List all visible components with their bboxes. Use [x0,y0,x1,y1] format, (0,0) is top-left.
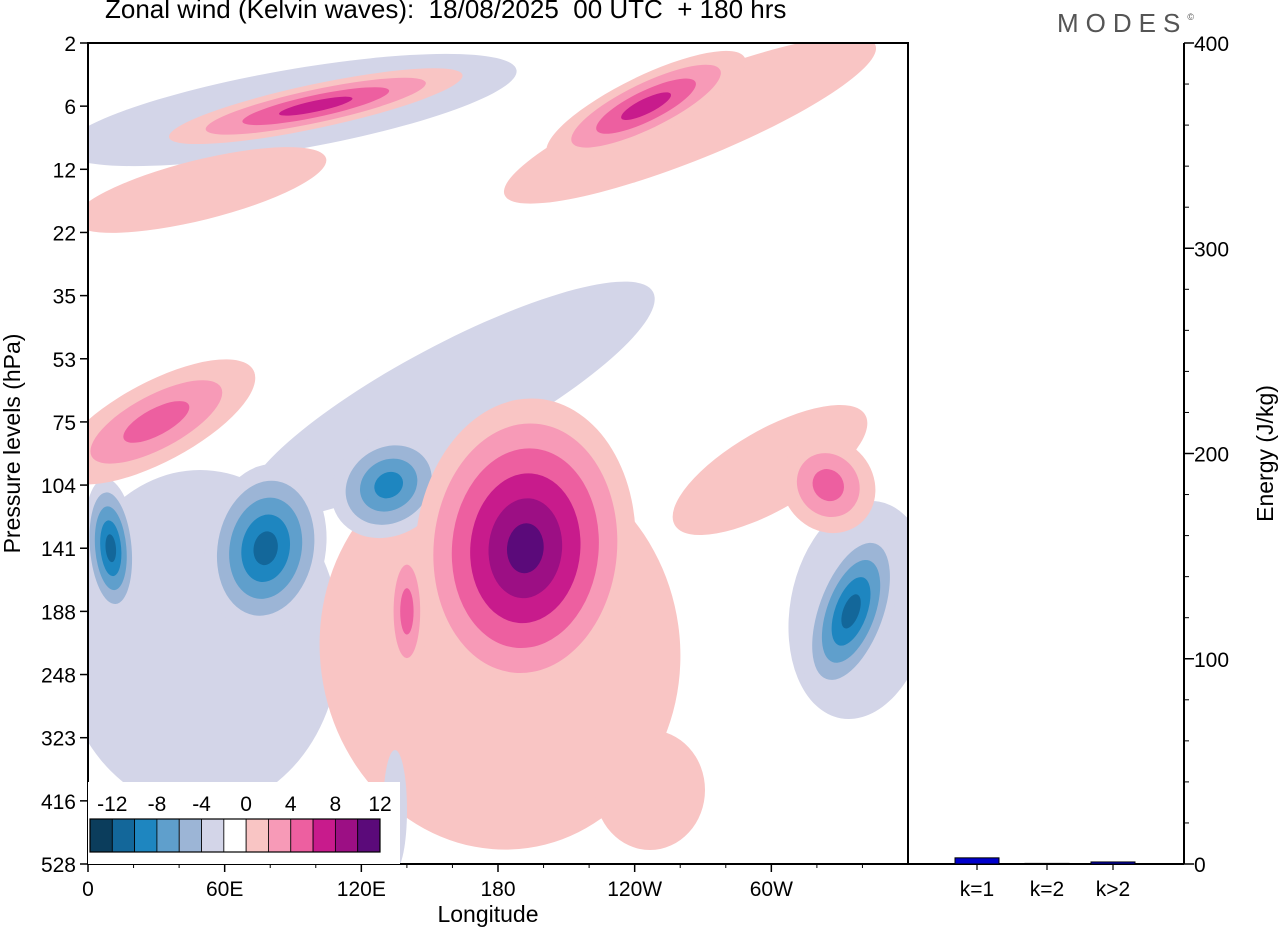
category-label: k=1 [960,878,994,901]
wind-anomaly-positive-8 [546,50,746,162]
colorbar-swatch [134,818,158,853]
colorbar-swatch [89,818,113,853]
x-tick-label: 60E [206,878,243,901]
colorbar-swatch [312,818,336,853]
colorbar-label: 0 [240,793,252,816]
colorbar-label: -12 [97,793,127,816]
category-label: k>2 [1096,878,1130,901]
y-tick-label: 75 [53,412,76,435]
y-tick-label: 35 [53,286,76,309]
wind-contour-4-5 [506,523,544,574]
y-tick-label: 6 [64,96,76,119]
energy-tick-label: 0 [1194,854,1206,877]
colorbar-swatch [223,818,247,853]
x-tick-label: 0 [82,878,94,901]
wind-contour-1-4 [253,531,278,566]
wind-contour-0-4 [105,534,117,563]
wind-contour-5-2 [400,588,414,635]
y-tick-label: 248 [41,665,76,688]
y-tick-label: 141 [41,538,76,561]
energy-tick-label: 300 [1194,238,1229,261]
energy-axis-label: Energy (J/kg) [1252,385,1278,522]
wind-anomaly-negative-3 [802,525,900,698]
y-tick-label: 22 [53,222,76,245]
chart-title: Zonal wind (Kelvin waves): 18/08/2025 00… [105,0,787,24]
wind-anomaly-positive-4 [414,398,636,698]
wind-anomaly-negative-1 [204,463,327,633]
brand-mark: © [1187,12,1194,22]
y-tick-label: 104 [41,475,76,498]
y-tick-label: 416 [41,791,76,814]
energy-tick-label: 100 [1194,649,1229,672]
colorbar-legend: -12 -8 -4 0 4 8 12 [88,782,400,864]
wind-anomaly-positive-6 [88,359,256,485]
energy-bar-k=1 [954,857,1000,865]
y-axis-label: Pressure levels (hPa) [0,334,25,554]
field-band-6 [88,147,327,233]
colorbar-swatch [111,818,136,853]
x-axis-label: Longitude [437,901,538,927]
colorbar-label: -4 [192,793,211,816]
field-band-5 [503,43,877,204]
wind-contour-2-3 [374,471,404,499]
energy-tick-label: 400 [1194,33,1229,56]
wind-anomaly-negative-0 [88,478,138,619]
colorbar-swatch [178,818,202,853]
colorbar-frame [89,818,381,853]
x-tick-label: 180 [480,878,515,901]
colorbar-label: 4 [285,793,297,816]
wind-contour-9-2 [812,469,845,502]
colorbar-swatch [357,818,381,853]
y-tick-label: 188 [41,601,76,624]
y-tick-label: 528 [41,854,76,877]
y-tick-label: 323 [41,728,76,751]
wind-anomaly-positive-9 [781,437,876,534]
y-tick-label: 53 [53,349,76,372]
x-tick-label: 120W [607,878,662,901]
x-tick-label: 120E [337,878,386,901]
energy-tick-label: 200 [1194,444,1229,467]
category-label: k=2 [1030,878,1064,901]
wind-anomaly-positive-7 [168,68,463,145]
colorbar-swatch [268,818,292,853]
colorbar-swatch [245,818,269,853]
brand-name: MODES [1057,8,1188,38]
y-tick-label: 12 [53,159,76,182]
y-tick-label: 2 [64,33,76,56]
wind-contour-8-3 [621,92,671,120]
wind-anomaly-positive-5 [386,541,427,682]
colorbar-swatch [334,818,359,853]
wind-anomaly-negative-2 [331,432,447,539]
energy-bar-panel: 0 100 200 300 400 k=1 k=2 k>2 Energy (J/kg) [908,33,1278,901]
colorbar-swatch [201,818,225,853]
wind-contour-6-2 [123,401,190,443]
modes-logo: MODES© [1057,8,1194,39]
x-tick-label: 60W [750,878,793,901]
colorbar-swatch [290,818,314,853]
energy-bar-k>2 [1090,861,1136,865]
colorbar-label: -8 [148,793,167,816]
colorbar-label: 12 [368,793,391,816]
wind-contour-3-4 [841,594,861,629]
colorbar-label: 8 [330,793,342,816]
wind-contour-7-3 [279,96,353,116]
wind-field [88,43,908,864]
field-band-8 [595,730,705,850]
colorbar-swatch [156,818,180,853]
